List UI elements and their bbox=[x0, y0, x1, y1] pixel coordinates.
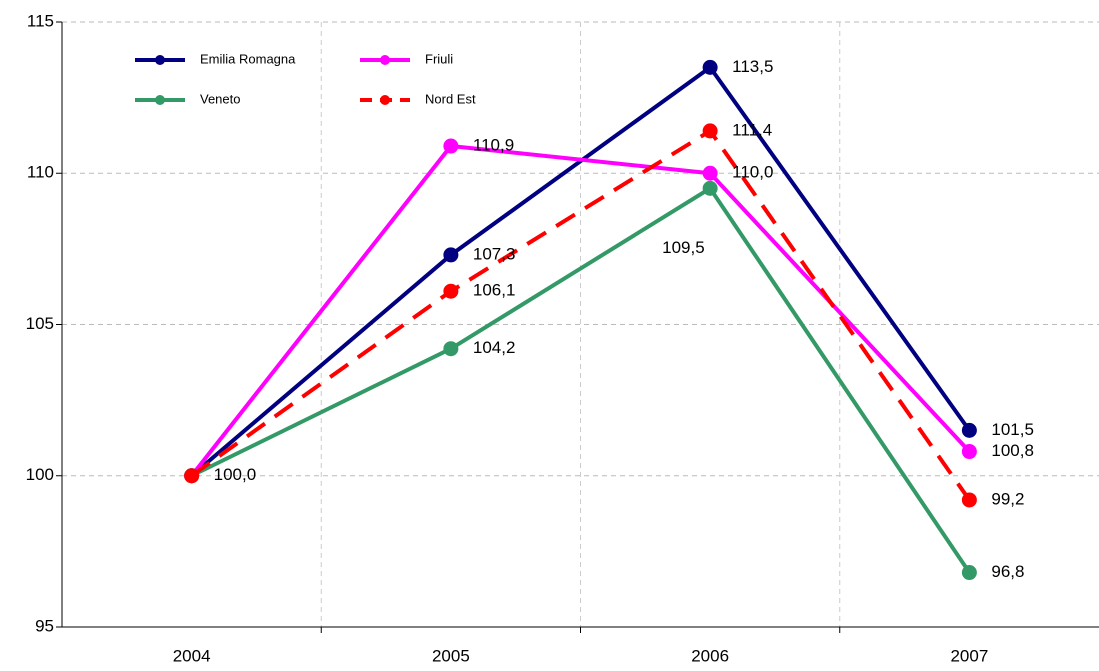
x-tick-label: 2007 bbox=[950, 646, 988, 665]
legend-label: Veneto bbox=[200, 91, 241, 106]
point bbox=[961, 422, 977, 438]
value-label: 99,2 bbox=[991, 489, 1024, 508]
y-tick-label: 95 bbox=[35, 616, 54, 635]
y-tick-label: 115 bbox=[27, 11, 54, 30]
point bbox=[961, 492, 977, 508]
point bbox=[702, 59, 718, 75]
legend-marker bbox=[380, 95, 390, 105]
y-tick-label: 105 bbox=[26, 314, 54, 333]
series-line bbox=[190, 65, 972, 478]
point bbox=[961, 565, 977, 581]
y-tick-label: 100 bbox=[26, 465, 54, 484]
value-label: 111,4 bbox=[732, 120, 772, 139]
series-line bbox=[190, 186, 972, 574]
value-label: 110,0 bbox=[732, 163, 773, 182]
value-label: 104,2 bbox=[473, 338, 516, 357]
value-label: 113,5 bbox=[732, 57, 773, 76]
point bbox=[443, 283, 459, 299]
legend-marker bbox=[155, 95, 165, 105]
legend-marker bbox=[380, 55, 390, 65]
value-label: 96,8 bbox=[991, 562, 1024, 581]
point bbox=[443, 247, 459, 263]
value-label: 110,9 bbox=[473, 136, 514, 155]
value-label: 107,3 bbox=[473, 244, 516, 263]
value-label: 106,1 bbox=[473, 281, 516, 300]
point bbox=[443, 341, 459, 357]
x-tick-label: 2005 bbox=[432, 646, 470, 665]
x-tick-label: 2004 bbox=[173, 646, 211, 665]
legend-label: Nord Est bbox=[425, 91, 476, 106]
point bbox=[443, 138, 459, 154]
value-label: 100,0 bbox=[214, 465, 257, 484]
y-tick-label: 110 bbox=[27, 163, 54, 182]
legend-marker bbox=[155, 55, 165, 65]
legend-label: Emilia Romagna bbox=[200, 51, 296, 66]
value-label: 109,5 bbox=[662, 238, 705, 257]
value-label: 100,8 bbox=[991, 441, 1034, 460]
x-tick-label: 2006 bbox=[691, 646, 729, 665]
series-line bbox=[190, 144, 971, 477]
point bbox=[702, 123, 718, 139]
point bbox=[702, 180, 718, 196]
point bbox=[961, 444, 977, 460]
value-label: 101,5 bbox=[991, 420, 1034, 439]
point bbox=[184, 468, 200, 484]
point bbox=[702, 165, 718, 181]
legend-label: Friuli bbox=[425, 51, 453, 66]
